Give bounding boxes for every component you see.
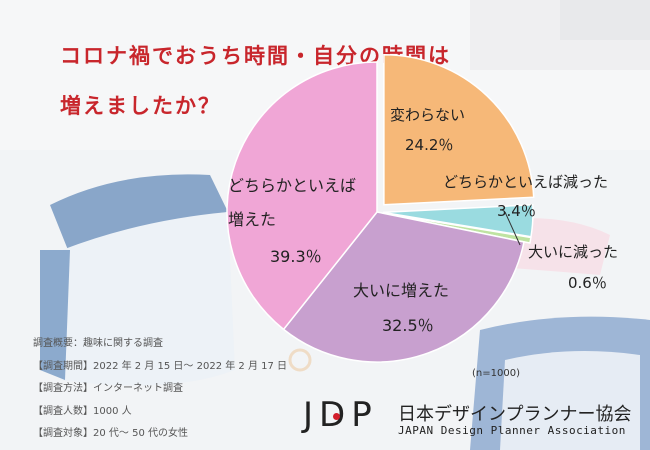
survey-notes: 調査概要：趣味に関する調査 【調査期間】2022 年 2 月 15 日～ 202… <box>33 333 287 446</box>
label-somewhat-increased-pct: 39.3％ <box>270 247 322 266</box>
jdp-logo: JDP <box>303 395 378 435</box>
pie-slice-1 <box>382 204 534 238</box>
label-no-change-pct: 24.2％ <box>405 136 454 154</box>
pie-slice-4 <box>226 61 378 331</box>
org-name-english: JAPAN Design Planner Association <box>398 424 626 437</box>
label-somewhat-increased-line2: 増えた <box>228 210 277 229</box>
pie-slice-3 <box>282 211 525 363</box>
survey-method: 【調査方法】インターネット調査 <box>33 383 183 394</box>
label-somewhat-decreased: どちらかといえば減った <box>443 173 609 191</box>
label-greatly-decreased-pct: 0.6％ <box>568 274 607 292</box>
label-greatly-decreased: 大いに減った <box>528 243 619 261</box>
survey-count: 【調査人数】1000 人 <box>33 405 132 417</box>
sample-size-note: (n=1000) <box>472 368 520 379</box>
chart-title-line2: 増えましたか？ <box>60 94 221 118</box>
label-somewhat-increased-line1: どちらかといえば <box>228 176 357 195</box>
leader-line-greatly-decreased <box>504 211 521 246</box>
org-name-japanese: 日本デザインプランナー協会 <box>398 404 632 425</box>
pie-slice-0 <box>383 54 535 206</box>
label-greatly-increased-pct: 32.5％ <box>382 316 434 335</box>
label-no-change: 変わらない <box>390 106 466 124</box>
survey-target: 【調査対象】20 代～ 50 代の女性 <box>33 428 188 439</box>
survey-overview: 調査概要：趣味に関する調査 <box>33 338 163 349</box>
jdp-logo-dot <box>333 413 340 420</box>
survey-period: 【調査期間】2022 年 2 月 15 日～ 2022 年 2 月 17 日 <box>33 360 288 372</box>
label-greatly-increased: 大いに増えた <box>353 281 450 300</box>
label-somewhat-decreased-pct: 3.4％ <box>497 202 536 220</box>
